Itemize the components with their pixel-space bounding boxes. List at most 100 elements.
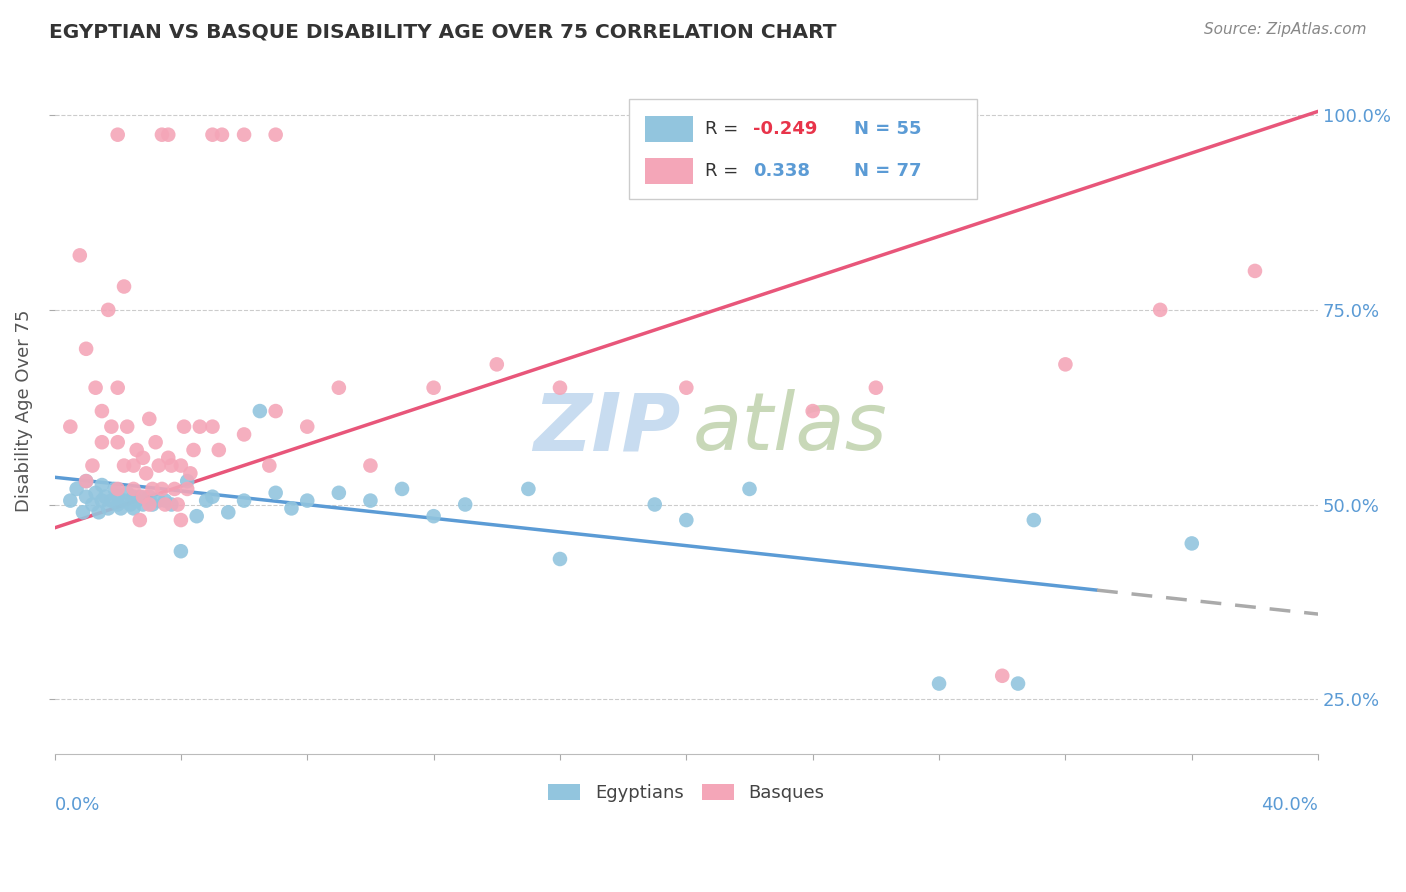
Point	[90, 493, 112, 508]
Point	[153, 493, 176, 508]
Point	[122, 490, 145, 504]
Point	[112, 458, 135, 473]
Point	[157, 128, 180, 142]
Point	[233, 427, 256, 442]
Point	[107, 435, 129, 450]
Point	[59, 493, 82, 508]
Point	[145, 435, 167, 450]
Point	[644, 498, 666, 512]
Point	[173, 419, 195, 434]
Point	[69, 248, 91, 262]
Point	[132, 450, 155, 465]
Point	[66, 482, 89, 496]
Text: R =: R =	[706, 120, 744, 138]
Point	[94, 490, 117, 504]
Text: ZIP: ZIP	[533, 389, 681, 467]
Point	[72, 505, 94, 519]
Point	[132, 498, 155, 512]
Point	[179, 467, 201, 481]
Point	[75, 490, 97, 504]
Point	[517, 482, 540, 496]
Point	[125, 493, 148, 508]
Point	[157, 450, 180, 465]
Point	[328, 485, 350, 500]
Point	[75, 342, 97, 356]
Point	[138, 490, 160, 504]
Point	[297, 493, 319, 508]
Text: N = 77: N = 77	[855, 161, 922, 180]
Point	[107, 128, 129, 142]
FancyBboxPatch shape	[630, 99, 977, 199]
Point	[82, 458, 104, 473]
Point	[132, 490, 155, 504]
Point	[1181, 536, 1204, 550]
Point	[107, 490, 129, 504]
Point	[84, 485, 107, 500]
Point	[107, 381, 129, 395]
Point	[59, 419, 82, 434]
Point	[328, 381, 350, 395]
Point	[738, 482, 761, 496]
Point	[122, 501, 145, 516]
Point	[122, 482, 145, 496]
Point	[359, 458, 381, 473]
Point	[90, 478, 112, 492]
Point	[1149, 302, 1171, 317]
Point	[110, 501, 132, 516]
Point	[233, 493, 256, 508]
Point	[138, 498, 160, 512]
Point	[176, 474, 198, 488]
Point	[82, 498, 104, 512]
Point	[359, 493, 381, 508]
Point	[233, 128, 256, 142]
Legend: Egyptians, Basques: Egyptians, Basques	[541, 777, 832, 810]
Text: 40.0%: 40.0%	[1261, 797, 1319, 814]
Point	[1244, 264, 1267, 278]
Point	[128, 490, 150, 504]
Point	[928, 676, 950, 690]
Point	[107, 482, 129, 496]
Point	[422, 509, 444, 524]
Point	[183, 442, 205, 457]
Point	[865, 381, 887, 395]
Point	[280, 501, 302, 516]
Point	[675, 513, 697, 527]
Text: 0.0%: 0.0%	[55, 797, 100, 814]
Point	[128, 513, 150, 527]
Point	[170, 544, 193, 558]
Point	[991, 669, 1014, 683]
Text: Source: ZipAtlas.com: Source: ZipAtlas.com	[1204, 22, 1367, 37]
Point	[176, 482, 198, 496]
Point	[1007, 676, 1029, 690]
Point	[100, 493, 122, 508]
Point	[201, 419, 224, 434]
Point	[90, 435, 112, 450]
Point	[97, 302, 120, 317]
Bar	[644, 116, 693, 142]
Point	[485, 357, 508, 371]
Bar	[644, 158, 693, 184]
Point	[112, 279, 135, 293]
Point	[107, 498, 129, 512]
Point	[1022, 513, 1045, 527]
Point	[75, 474, 97, 488]
Point	[186, 509, 208, 524]
Point	[135, 467, 157, 481]
Point	[141, 498, 163, 512]
Text: EGYPTIAN VS BASQUE DISABILITY AGE OVER 75 CORRELATION CHART: EGYPTIAN VS BASQUE DISABILITY AGE OVER 7…	[49, 22, 837, 41]
Point	[217, 505, 239, 519]
Point	[201, 490, 224, 504]
Point	[115, 485, 138, 500]
Point	[112, 493, 135, 508]
Point	[120, 498, 142, 512]
Point	[249, 404, 271, 418]
Point	[548, 381, 571, 395]
Point	[90, 404, 112, 418]
Point	[188, 419, 211, 434]
Y-axis label: Disability Age Over 75: Disability Age Over 75	[15, 310, 32, 512]
Point	[264, 404, 287, 418]
Text: N = 55: N = 55	[855, 120, 922, 138]
Point	[264, 128, 287, 142]
Point	[166, 498, 188, 512]
Point	[103, 482, 125, 496]
